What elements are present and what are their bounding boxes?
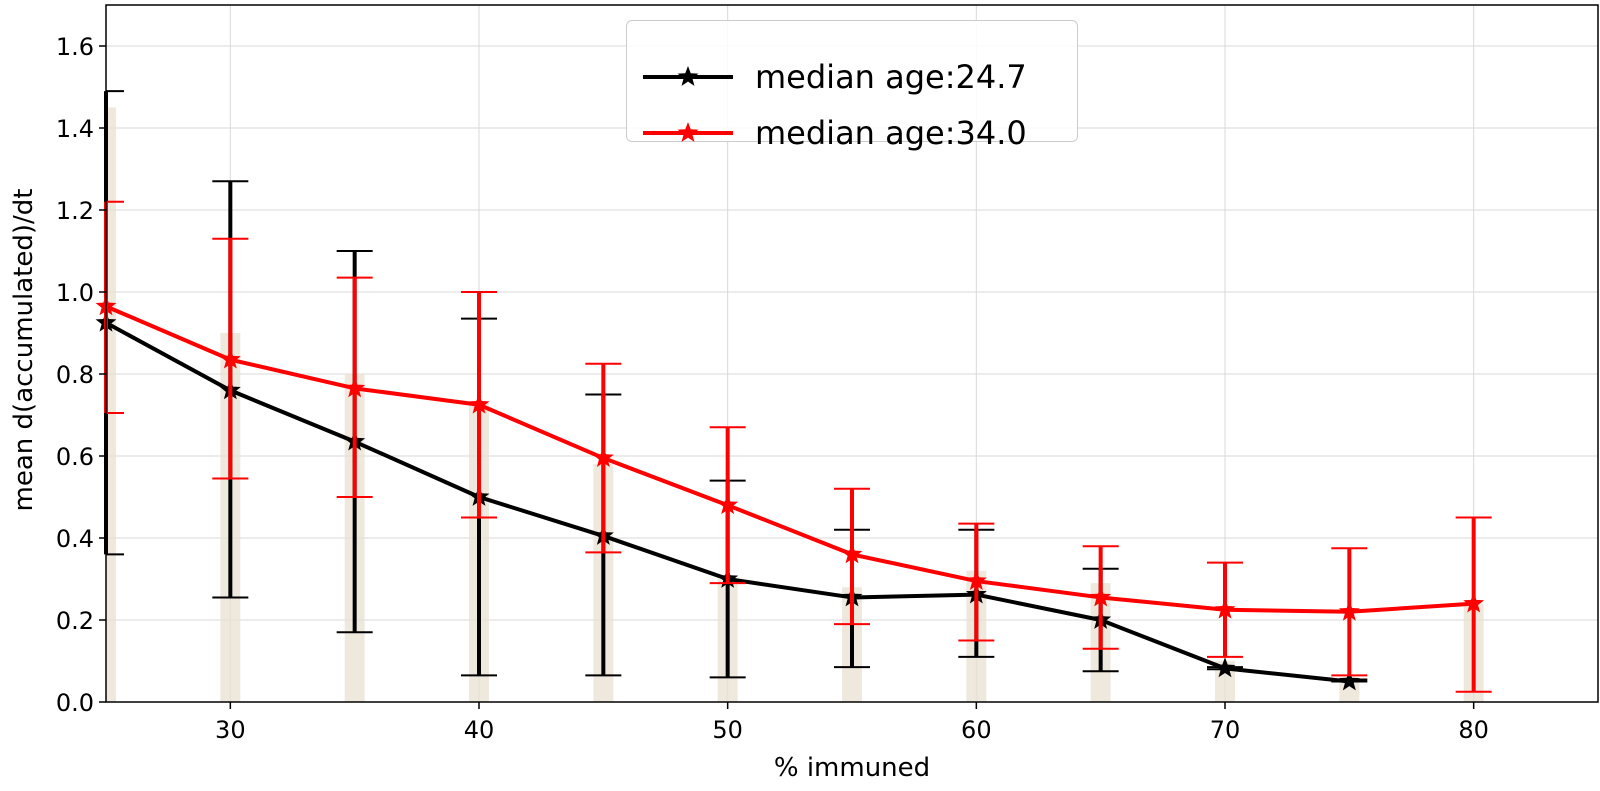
y-tick-label: 1.4 — [56, 115, 94, 143]
data-point-star — [965, 570, 987, 590]
y-tick-label: 1.2 — [56, 197, 94, 225]
data-point-star — [219, 348, 241, 369]
x-axis-label: % immuned — [774, 753, 930, 783]
background-bar — [106, 107, 116, 702]
y-tick-label: 0.4 — [56, 525, 94, 553]
y-tick-label: 0.2 — [56, 607, 94, 635]
y-axis-ticks: 0.0 0.2 0.4 0.6 0.8 1.0 1.2 1.4 1.6 — [56, 33, 106, 717]
legend-swatch-series-1 — [643, 66, 733, 86]
x-axis-ticks: 30 40 50 60 70 80 — [215, 702, 1489, 744]
data-point-star — [841, 543, 863, 564]
data-point-star — [1214, 598, 1236, 619]
x-tick-label: 50 — [712, 716, 743, 744]
y-tick-label: 1.0 — [56, 279, 94, 307]
x-tick-label: 70 — [1210, 716, 1241, 744]
x-tick-label: 60 — [961, 716, 992, 744]
series-layer — [95, 90, 1492, 693]
legend-item-series-2: median age:34.0 — [641, 105, 1027, 161]
star-marker-icon — [677, 66, 699, 86]
star-marker-icon — [677, 122, 699, 142]
x-tick-label: 80 — [1458, 716, 1489, 744]
legend-item-series-1: median age:24.7 — [641, 49, 1027, 105]
legend-swatch-series-2 — [643, 122, 733, 142]
y-tick-label: 0.6 — [56, 443, 94, 471]
series-2 — [95, 200, 1492, 693]
legend-label-series-2: median age:34.0 — [755, 114, 1027, 152]
x-tick-label: 40 — [464, 716, 495, 744]
legend-label-series-1: median age:24.7 — [755, 58, 1027, 96]
background-bar — [1339, 677, 1360, 702]
legend: median age:24.7 median age:34.0 — [626, 20, 1078, 152]
y-tick-label: 0.8 — [56, 361, 94, 389]
data-point-star — [1338, 600, 1360, 621]
data-point-star — [1090, 586, 1112, 607]
background-bar — [1215, 661, 1235, 702]
series-line — [105, 304, 1474, 614]
data-point-star — [344, 377, 366, 398]
data-point-star — [1338, 670, 1360, 691]
data-point-star — [1214, 657, 1236, 678]
y-tick-label: 0.0 — [56, 689, 94, 717]
y-axis-label: mean d(accumulated)/dt — [9, 189, 39, 512]
data-point-star — [468, 393, 490, 414]
plot-frame — [105, 4, 1599, 703]
x-tick-label: 30 — [215, 716, 246, 744]
data-point-star — [717, 494, 739, 515]
background-bars — [106, 107, 1484, 702]
data-point-star — [1463, 592, 1485, 613]
y-tick-label: 1.6 — [56, 33, 94, 61]
data-point-star — [592, 447, 614, 467]
